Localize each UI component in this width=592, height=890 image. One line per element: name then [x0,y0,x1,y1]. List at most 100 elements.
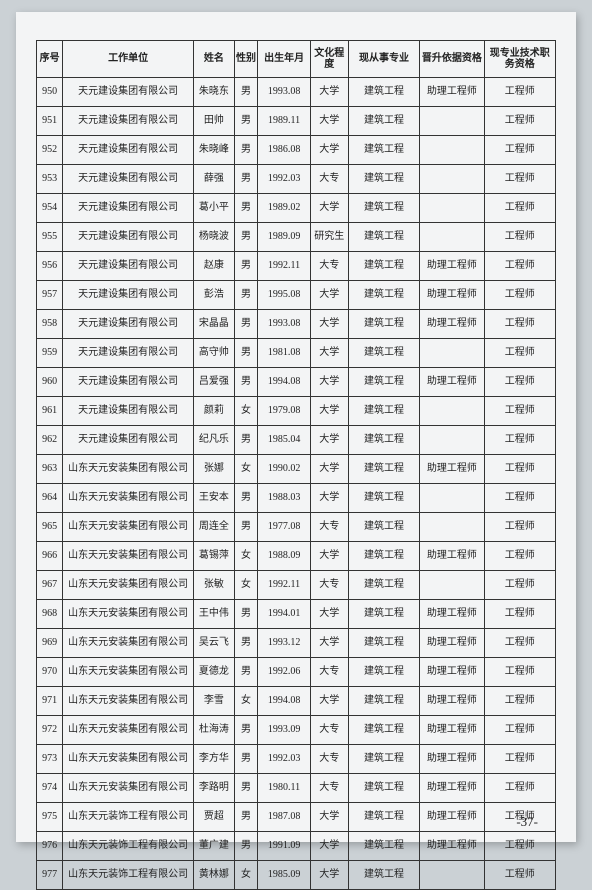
cell: 大专 [310,165,348,194]
cell: 大专 [310,774,348,803]
cell: 彭浩 [194,281,234,310]
cell: 1985.09 [258,861,310,890]
cell: 女 [234,571,258,600]
cell: 杜海涛 [194,716,234,745]
cell: 建筑工程 [348,252,419,281]
cell: 助理工程师 [420,803,484,832]
cell: 研究生 [310,223,348,252]
cell: 男 [234,281,258,310]
cell: 助理工程师 [420,745,484,774]
cell: 大学 [310,397,348,426]
cell: 田帅 [194,107,234,136]
cell: 工程师 [484,745,555,774]
table-row: 967山东天元安装集团有限公司张敏女1992.11大专建筑工程工程师 [37,571,556,600]
cell: 天元建设集团有限公司 [63,339,194,368]
cell: 工程师 [484,426,555,455]
roster-table: 序号 工作单位 姓名 性别 出生年月 文化程度 现从事专业 晋升依据资格 现专业… [36,40,556,890]
cell: 助理工程师 [420,600,484,629]
cell: 女 [234,397,258,426]
cell: 颜莉 [194,397,234,426]
cell: 建筑工程 [348,716,419,745]
cell: 工程师 [484,571,555,600]
cell: 建筑工程 [348,629,419,658]
cell: 工程师 [484,513,555,542]
cell: 贾超 [194,803,234,832]
cell: 955 [37,223,63,252]
cell: 王中伟 [194,600,234,629]
cell [420,513,484,542]
table-row: 963山东天元安装集团有限公司张娜女1990.02大学建筑工程助理工程师工程师 [37,455,556,484]
cell: 杨晓波 [194,223,234,252]
cell: 山东天元安装集团有限公司 [63,542,194,571]
cell: 大学 [310,136,348,165]
cell: 李方华 [194,745,234,774]
cell: 天元建设集团有限公司 [63,107,194,136]
cell: 大学 [310,426,348,455]
cell: 965 [37,513,63,542]
table-row: 959天元建设集团有限公司高守帅男1981.08大学建筑工程工程师 [37,339,556,368]
cell: 山东天元安装集团有限公司 [63,600,194,629]
cell: 工程师 [484,194,555,223]
cell [420,136,484,165]
cell: 夏德龙 [194,658,234,687]
cell: 工程师 [484,629,555,658]
cell: 建筑工程 [348,600,419,629]
cell: 工程师 [484,832,555,861]
cell: 黄林娜 [194,861,234,890]
cell: 大学 [310,455,348,484]
cell: 建筑工程 [348,136,419,165]
cell: 天元建设集团有限公司 [63,252,194,281]
cell: 大学 [310,194,348,223]
col-seq: 序号 [37,41,63,78]
cell: 建筑工程 [348,542,419,571]
cell: 1994.01 [258,600,310,629]
cell: 963 [37,455,63,484]
cell: 建筑工程 [348,484,419,513]
cell: 男 [234,252,258,281]
cell [420,339,484,368]
cell: 大学 [310,542,348,571]
cell: 赵康 [194,252,234,281]
cell: 大学 [310,687,348,716]
cell: 山东天元安装集团有限公司 [63,484,194,513]
cell [420,223,484,252]
cell [420,484,484,513]
cell: 男 [234,223,258,252]
cell: 1991.09 [258,832,310,861]
cell: 助理工程师 [420,629,484,658]
cell: 建筑工程 [348,78,419,107]
cell: 天元建设集团有限公司 [63,368,194,397]
cell: 1992.06 [258,658,310,687]
cell: 957 [37,281,63,310]
cell: 953 [37,165,63,194]
cell: 975 [37,803,63,832]
cell: 954 [37,194,63,223]
cell: 宋晶晶 [194,310,234,339]
cell: 山东天元安装集团有限公司 [63,629,194,658]
cell: 961 [37,397,63,426]
table-row: 951天元建设集团有限公司田帅男1989.11大学建筑工程工程师 [37,107,556,136]
table-row: 955天元建设集团有限公司杨晓波男1989.09研究生建筑工程工程师 [37,223,556,252]
table-row: 971山东天元安装集团有限公司李雪女1994.08大学建筑工程助理工程师工程师 [37,687,556,716]
cell: 大专 [310,658,348,687]
cell: 男 [234,658,258,687]
cell: 960 [37,368,63,397]
cell: 工程师 [484,687,555,716]
cell [420,165,484,194]
cell: 大学 [310,368,348,397]
document-page: 序号 工作单位 姓名 性别 出生年月 文化程度 现从事专业 晋升依据资格 现专业… [16,12,576,842]
table-row: 953天元建设集团有限公司薛强男1992.03大专建筑工程工程师 [37,165,556,194]
cell: 工程师 [484,774,555,803]
cell: 1992.03 [258,165,310,194]
cell: 建筑工程 [348,310,419,339]
cell: 建筑工程 [348,339,419,368]
cell: 薛强 [194,165,234,194]
cell: 助理工程师 [420,774,484,803]
table-row: 962天元建设集团有限公司纪凡乐男1985.04大学建筑工程工程师 [37,426,556,455]
cell: 工程师 [484,107,555,136]
cell: 1980.11 [258,774,310,803]
cell: 吴云飞 [194,629,234,658]
table-row: 960天元建设集团有限公司吕爱强男1994.08大学建筑工程助理工程师工程师 [37,368,556,397]
cell: 大学 [310,861,348,890]
cell: 高守帅 [194,339,234,368]
